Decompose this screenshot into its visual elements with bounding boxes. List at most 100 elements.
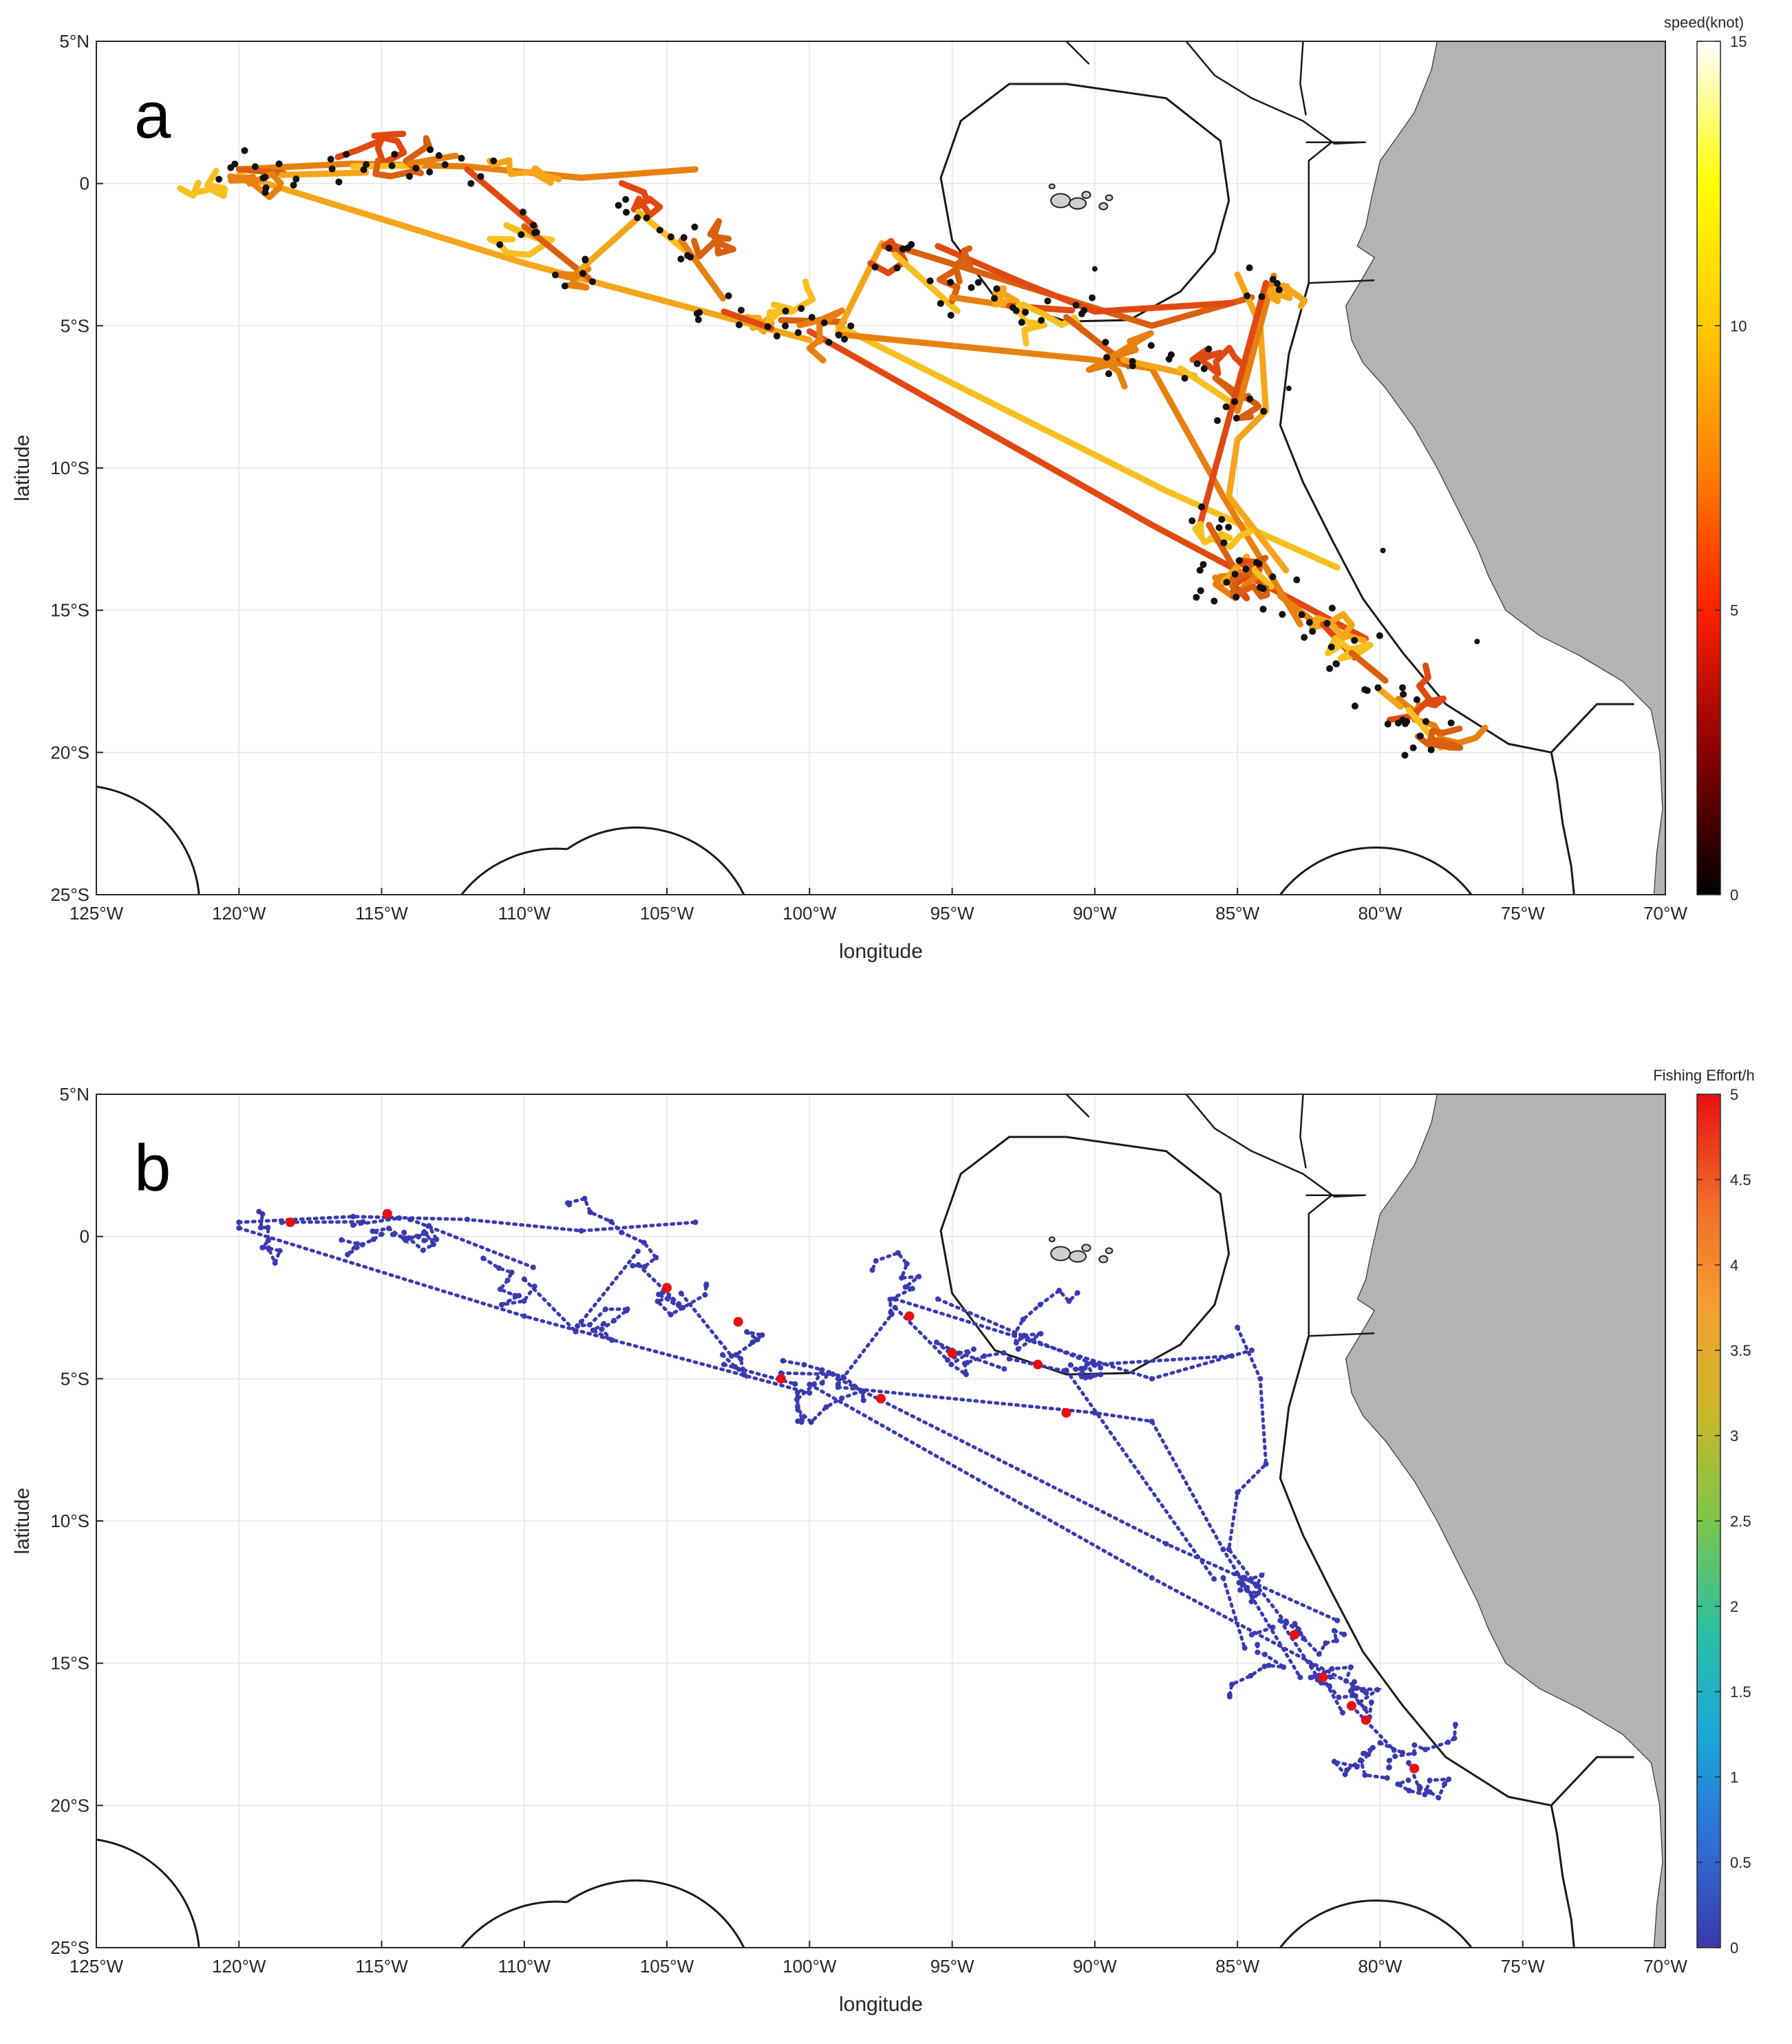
x-tick-label: 80°W (1358, 903, 1402, 924)
vessel-track (779, 1371, 835, 1376)
x-tick-label: 85°W (1215, 1956, 1259, 1977)
low-speed-marker (1256, 584, 1263, 591)
low-speed-marker (1327, 643, 1335, 651)
colorbar-title: speed(knot) (1664, 14, 1744, 31)
eez-arc-boundary (566, 1879, 745, 1948)
low-speed-marker (1301, 634, 1308, 641)
galapagos-island (1069, 197, 1087, 210)
effort-point (1229, 1681, 1235, 1688)
effort-point (1352, 1693, 1358, 1699)
low-speed-marker (1102, 339, 1109, 346)
effort-point (1261, 1663, 1268, 1670)
maritime-border (1299, 41, 1307, 116)
y-tick-label: 5°N (59, 1084, 89, 1105)
low-speed-marker (1333, 660, 1341, 668)
effort-point (1244, 1584, 1250, 1590)
galapagos-island (1050, 1246, 1071, 1261)
effort-point (423, 1231, 429, 1237)
galapagos-island (1069, 1250, 1087, 1263)
effort-point (1331, 1758, 1337, 1765)
effort-point (1292, 1621, 1298, 1627)
effort-point (1248, 1348, 1255, 1353)
effort-point (1301, 1635, 1307, 1641)
effort-point (948, 1361, 954, 1367)
effort-point (1015, 1346, 1021, 1352)
eez-arc-boundary (460, 847, 568, 895)
eez-boundary-chile (1550, 1805, 1575, 1948)
effort-point (1262, 1652, 1268, 1658)
low-speed-marker (1427, 746, 1435, 754)
low-speed-marker (1222, 403, 1230, 411)
effort-point (902, 1284, 908, 1290)
effort-point (496, 1265, 502, 1271)
low-speed-marker (1236, 557, 1244, 564)
low-speed-marker (1231, 398, 1239, 405)
south-america-land (1345, 41, 1665, 895)
vessel-track (564, 1196, 659, 1268)
low-speed-marker (1258, 293, 1266, 301)
effort-point (738, 1356, 744, 1362)
low-speed-marker (1351, 637, 1358, 644)
effort-point (665, 1295, 672, 1301)
colorbar-tick-label: 15 (1730, 33, 1747, 50)
effort-point (521, 1276, 527, 1282)
low-speed-marker (694, 316, 702, 323)
effort-point (1361, 1750, 1367, 1756)
low-speed-marker (533, 228, 540, 236)
effort-point (888, 1309, 894, 1315)
low-speed-marker (1401, 752, 1409, 759)
effort-point (509, 1269, 515, 1275)
vessel-track (893, 1306, 950, 1362)
effort-point (1228, 1353, 1235, 1359)
low-speed-marker (634, 214, 641, 222)
colorbar-tick-label: 0.5 (1730, 1854, 1751, 1871)
low-speed-marker (518, 231, 525, 238)
low-speed-marker (820, 319, 828, 326)
effort-point (1226, 1546, 1232, 1553)
low-speed-marker (1259, 606, 1267, 613)
effort-point (1386, 1758, 1392, 1764)
maritime-border (1299, 1094, 1307, 1169)
colorbar-tick-label: 2.5 (1730, 1513, 1751, 1530)
effort-point (1316, 1651, 1322, 1657)
effort-point (1405, 1777, 1411, 1783)
map-geography (96, 41, 1665, 895)
effort-point (823, 1404, 829, 1410)
low-speed-marker (1233, 414, 1240, 422)
effort-point (619, 1229, 625, 1235)
y-tick-label: 0 (80, 173, 89, 194)
colorbar-tick-label: 0 (1730, 886, 1738, 904)
effort-point (407, 1216, 413, 1222)
effort-point (1098, 1372, 1104, 1378)
colorbar-tick-label: 0 (1730, 1939, 1738, 1957)
low-speed-marker (1129, 362, 1136, 370)
effort-point (1308, 1674, 1314, 1681)
vessel-track (1329, 1746, 1389, 1780)
vessel-track (481, 1256, 537, 1307)
low-speed-marker (519, 209, 526, 216)
vessel-track (235, 171, 813, 343)
effort-point (835, 1381, 841, 1387)
vessel-track (279, 169, 370, 178)
low-speed-marker (582, 256, 589, 264)
low-speed-marker (477, 173, 484, 180)
eez-boundary-galapagos (939, 83, 1230, 323)
maritime-border (1185, 41, 1363, 145)
low-speed-marker (1279, 610, 1286, 618)
vessel-track (679, 1291, 734, 1358)
low-speed-marker (798, 305, 805, 312)
effort-point (1392, 1754, 1398, 1760)
effort-point (602, 1306, 608, 1312)
effort-point (1149, 1376, 1155, 1382)
y-axis-ticks: 5°N 0 5°S 10°S 15°S 20°S 25°S (50, 1084, 103, 1958)
galapagos-island (1081, 1244, 1091, 1253)
y-axis-ticks: 5°N 0 5°S 10°S 15°S 20°S 25°S (50, 31, 103, 905)
vessel-track (1065, 1368, 1216, 1581)
high-effort-point (1290, 1630, 1300, 1640)
high-effort-point (776, 1374, 786, 1384)
low-speed-marker (1384, 721, 1391, 728)
low-speed-marker (968, 284, 975, 291)
y-tick-label: 5°N (59, 31, 89, 52)
low-speed-marker (725, 292, 732, 299)
low-speed-marker (680, 234, 687, 242)
